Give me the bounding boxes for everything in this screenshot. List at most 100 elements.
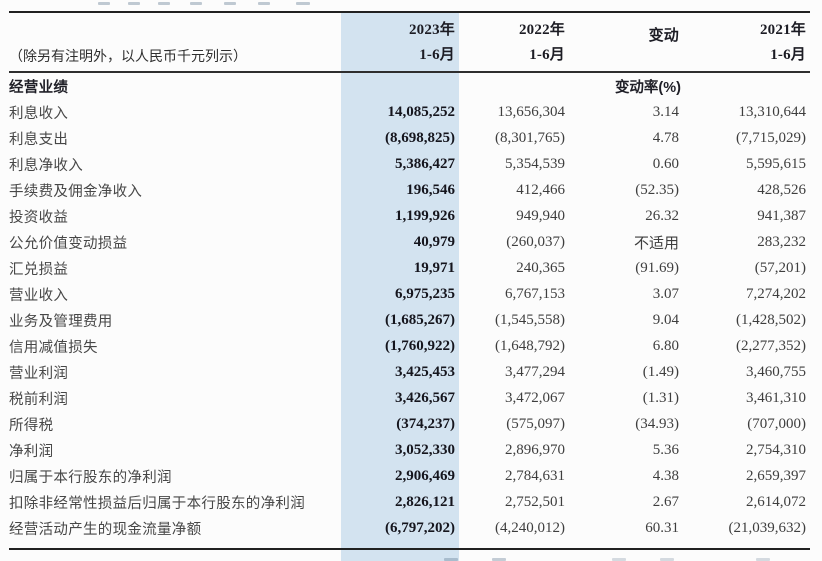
header-separator-rule	[9, 71, 810, 73]
cell-2023: 3,425,453	[395, 363, 455, 380]
cell-2021: (707,000)	[747, 415, 806, 432]
cell-2021: 2,659,397	[746, 467, 806, 484]
table-row: 扣除非经常性损益后归属于本行股东的净利润 2,826,121 2,752,501…	[9, 489, 810, 515]
cell-2021: 3,461,310	[746, 389, 806, 406]
cell-2023: (1,685,267)	[385, 311, 455, 328]
cell-2021: (1,428,502)	[736, 311, 806, 328]
cell-2022: 2,752,501	[505, 493, 565, 510]
clipped-glyph	[128, 2, 140, 5]
cell-2022: (260,037)	[506, 233, 565, 250]
row-label: 扣除非经常性损益后归属于本行股东的净利润	[9, 495, 305, 512]
column-header-2023: 2023年 1-6月	[341, 13, 459, 71]
clipped-glyph	[296, 2, 310, 5]
cell-change: 60.31	[645, 519, 679, 536]
change-rate-label: 变动率(%)	[614, 79, 681, 96]
section-header-label: 经营业绩	[9, 79, 69, 96]
cell-2021: 2,754,310	[746, 441, 806, 458]
row-label: 税前利润	[9, 391, 69, 408]
cell-2022: 949,940	[516, 207, 565, 224]
cell-2022: 3,477,294	[505, 363, 565, 380]
row-label: 净利润	[9, 443, 54, 460]
cell-2023: 2,826,121	[395, 493, 455, 510]
table-row: 归属于本行股东的净利润 2,906,469 2,784,631 4.38 2,6…	[9, 463, 810, 489]
cell-2021: 7,274,202	[746, 285, 806, 302]
table-row: 利息净收入 5,386,427 5,354,539 0.60 5,595,615	[9, 151, 810, 177]
cell-change: 3.14	[652, 103, 679, 120]
cell-change: (52.35)	[635, 181, 679, 198]
cell-change: 不适用	[633, 235, 679, 252]
cell-2023: 3,426,567	[395, 389, 455, 406]
cell-change: (1.31)	[642, 389, 679, 406]
row-label: 利息支出	[9, 131, 69, 148]
table-body: 经营业绩 变动率(%) 利息收入 14,085,252 13,656,304 3…	[9, 73, 810, 541]
table-bottom-rule	[9, 548, 810, 550]
row-label: 业务及管理费用	[9, 313, 113, 330]
cell-2022: (4,240,012)	[495, 519, 565, 536]
cell-2022: 412,466	[516, 181, 565, 198]
row-label: 投资收益	[9, 209, 69, 226]
table-row: 经营活动产生的现金流量净额 (6,797,202) (4,240,012) 60…	[9, 515, 810, 541]
table-caption-cell: （除另有注明外，以人民币千元列示）	[9, 13, 341, 71]
clipped-glyph	[660, 558, 674, 561]
clipped-glyph	[190, 2, 202, 5]
clipped-glyph	[98, 2, 110, 5]
cell-2021: 13,310,644	[738, 103, 807, 120]
cell-change: 6.80	[652, 337, 679, 354]
row-label: 利息收入	[9, 105, 69, 122]
cell-change: 4.38	[652, 467, 679, 484]
row-label: 信用减值损失	[9, 339, 98, 356]
table-row: 利息收入 14,085,252 13,656,304 3.14 13,310,6…	[9, 99, 810, 125]
table-row: 净利润 3,052,330 2,896,970 5.36 2,754,310	[9, 437, 810, 463]
cell-change: 2.67	[652, 493, 679, 510]
cell-2021: 2,614,072	[746, 493, 806, 510]
row-label: 营业收入	[9, 287, 69, 304]
cell-2022: 240,365	[516, 259, 565, 276]
clipped-glyph	[158, 2, 170, 5]
table-row: 手续费及佣金净收入 196,546 412,466 (52.35) 428,52…	[9, 177, 810, 203]
cell-2021: 3,460,755	[746, 363, 806, 380]
column-period-2023: 1-6月	[419, 47, 455, 63]
cell-2022: 5,354,539	[505, 155, 565, 172]
cell-2022: (1,545,558)	[495, 311, 565, 328]
table-row: 业务及管理费用 (1,685,267) (1,545,558) 9.04 (1,…	[9, 307, 810, 333]
cropped-row-bottom	[0, 555, 822, 561]
cell-change: 4.78	[652, 129, 679, 146]
row-label: 手续费及佣金净收入	[9, 183, 143, 200]
cell-change: 3.07	[652, 285, 679, 302]
cell-2022: 3,472,067	[505, 389, 565, 406]
cell-change: (34.93)	[635, 415, 679, 432]
cell-2022: (575,097)	[506, 415, 565, 432]
cell-2021: (7,715,029)	[736, 129, 806, 146]
cell-2022: 2,784,631	[505, 467, 565, 484]
column-year-2022: 2022年	[518, 22, 565, 38]
clipped-glyph	[612, 558, 626, 561]
cell-2021: 283,232	[757, 233, 806, 250]
cell-2021: (57,201)	[754, 259, 806, 276]
cell-2023: 14,085,252	[387, 103, 456, 120]
row-label: 营业利润	[9, 365, 69, 382]
highlight-column-2023	[341, 13, 459, 561]
cell-change: 5.36	[652, 441, 679, 458]
row-label: 利息净收入	[9, 157, 83, 174]
column-year-2021: 2021年	[759, 22, 806, 38]
row-label: 经营活动产生的现金流量净额	[9, 521, 202, 538]
table-row: 税前利润 3,426,567 3,472,067 (1.31) 3,461,31…	[9, 385, 810, 411]
table-caption: （除另有注明外，以人民币千元列示）	[9, 48, 247, 64]
clipped-glyph	[444, 558, 458, 561]
cell-2023: 1,199,926	[395, 207, 455, 224]
cell-change: (1.49)	[642, 363, 679, 380]
cell-2023: 40,979	[413, 233, 455, 250]
clipped-glyph	[258, 2, 270, 5]
clipped-glyph	[492, 558, 506, 561]
table-row: 信用减值损失 (1,760,922) (1,648,792) 6.80 (2,2…	[9, 333, 810, 359]
cell-2022: 13,656,304	[497, 103, 566, 120]
cell-2023: 19,971	[413, 259, 455, 276]
column-period-change: 变动	[648, 28, 679, 44]
table-row: 所得税 (374,237) (575,097) (34.93) (707,000…	[9, 411, 810, 437]
table-header: （除另有注明外，以人民币千元列示） 2023年 1-6月 2022年 1-6月 …	[9, 13, 810, 71]
clipped-glyph	[224, 2, 236, 5]
column-header-2022: 2022年 1-6月	[459, 13, 569, 71]
row-label: 公允价值变动损益	[9, 235, 128, 252]
cell-2022: (1,648,792)	[495, 337, 565, 354]
cell-change: 9.04	[652, 311, 679, 328]
